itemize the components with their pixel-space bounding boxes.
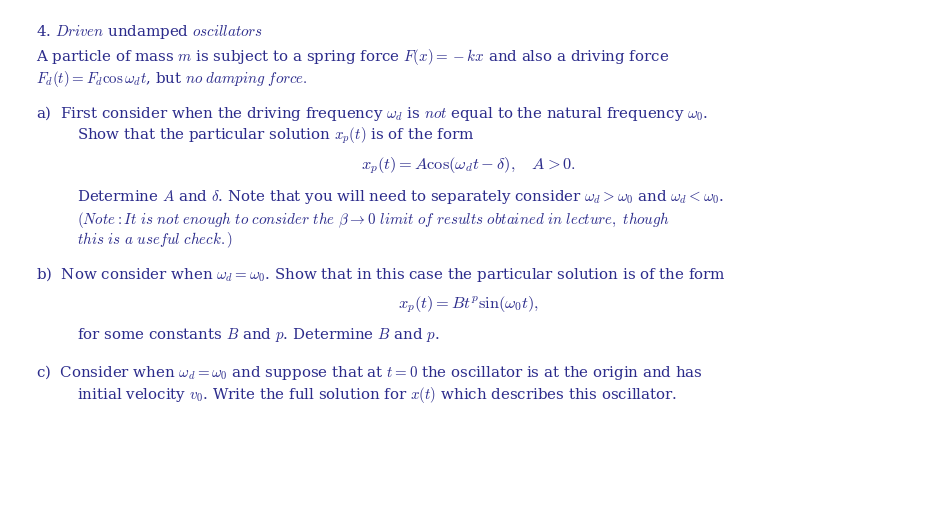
Text: $F_d(t) = F_d\cos\omega_d t$, but $\mathit{no\ damping\ force.}$: $F_d(t) = F_d\cos\omega_d t$, but $\math… [36,69,307,89]
Text: initial velocity $v_0$. Write the full solution for $x(t)$ which describes this : initial velocity $v_0$. Write the full s… [77,385,677,405]
Text: b)  Now consider when $\omega_d = \omega_0$. Show that in this case the particul: b) Now consider when $\omega_d = \omega_… [36,265,725,284]
Text: $\mathit{this\ is\ a\ useful\ check.)}$: $\mathit{this\ is\ a\ useful\ check.)}$ [77,230,233,250]
Text: $x_p(t) = Bt^p\sin(\omega_0 t),$: $x_p(t) = Bt^p\sin(\omega_0 t),$ [398,295,538,316]
Text: for some constants $B$ and $p$. Determine $B$ and $p$.: for some constants $B$ and $p$. Determin… [77,326,439,344]
Text: $(\mathit{Note: It\ is\ not\ enough\ to\ consider\ the}$ $\beta \to 0$ $\mathit{: $(\mathit{Note: It\ is\ not\ enough\ to\… [77,210,669,230]
Text: a)  First consider when the driving frequency $\omega_d$ is $\mathit{not}$ equal: a) First consider when the driving frequ… [36,104,708,123]
Text: c)  Consider when $\omega_d = \omega_0$ and suppose that at $t = 0$ the oscillat: c) Consider when $\omega_d = \omega_0$ a… [36,363,702,383]
Text: A particle of mass $m$ is subject to a spring force $F(x) = -kx$ and also a driv: A particle of mass $m$ is subject to a s… [36,47,668,67]
Text: Determine $A$ and $\delta$. Note that you will need to separately consider $\ome: Determine $A$ and $\delta$. Note that yo… [77,188,724,206]
Text: $x_p(t) = A\cos(\omega_d t - \delta), \quad A > 0.$: $x_p(t) = A\cos(\omega_d t - \delta), \q… [360,156,576,176]
Text: Show that the particular solution $x_p(t)$ is of the form: Show that the particular solution $x_p(t… [77,126,475,146]
Text: 4. $\mathit{Driven}$ undamped $\mathit{oscillators}$: 4. $\mathit{Driven}$ undamped $\mathit{o… [36,23,262,42]
